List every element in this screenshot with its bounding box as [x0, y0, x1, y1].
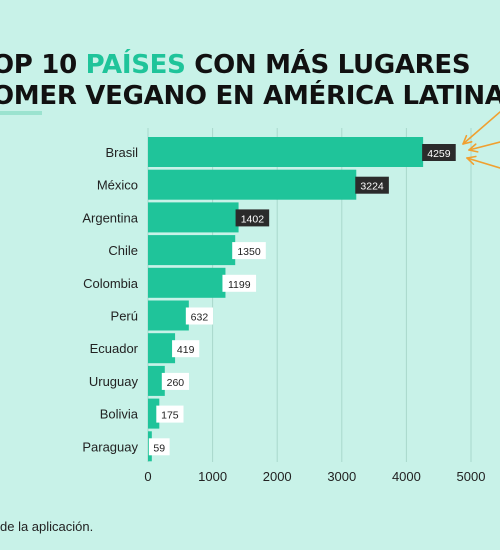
category-label: Argentina — [82, 210, 138, 225]
bar — [148, 365, 165, 396]
value-label: 632 — [191, 312, 209, 324]
category-label: Paraguay — [82, 439, 138, 454]
x-tick-label: 1000 — [198, 469, 227, 484]
category-label: Ecuador — [90, 341, 139, 356]
title-line1-end: CON MÁS LUGARES — [185, 50, 471, 80]
title-underline-accent — [0, 111, 42, 115]
bar — [148, 202, 239, 233]
value-label: 59 — [153, 442, 165, 454]
value-label-background — [422, 144, 456, 161]
category-label: Perú — [111, 309, 138, 324]
x-tick-label: 0 — [144, 469, 151, 484]
annotation-arrow — [468, 141, 500, 151]
category-label: Bolivia — [100, 407, 139, 422]
value-label: 4259 — [427, 148, 451, 160]
category-label: Brasil — [105, 145, 138, 160]
value-label: 260 — [167, 377, 185, 389]
x-tick-label: 4000 — [392, 469, 421, 484]
category-label: México — [97, 178, 138, 193]
bar — [148, 267, 226, 298]
annotation-arrow-head — [462, 134, 473, 145]
value-label: 419 — [177, 344, 195, 356]
category-label: Uruguay — [89, 374, 139, 389]
source-footnote: de la aplicación. — [0, 519, 94, 534]
value-label-background — [156, 405, 184, 423]
bar — [148, 300, 189, 331]
value-label: 1402 — [241, 213, 265, 225]
value-label-background — [161, 372, 189, 390]
annotation-arrow-head — [466, 155, 477, 165]
value-label: 1350 — [237, 246, 261, 258]
title-line2: OMER VEGANO EN AMÉRICA LATINA — [0, 81, 500, 111]
value-label-background — [355, 176, 389, 194]
value-label: 1199 — [228, 279, 251, 291]
category-label: Colombia — [83, 276, 139, 291]
value-label-background — [148, 438, 170, 456]
annotation-arrow — [462, 111, 500, 145]
value-label: 175 — [161, 410, 179, 422]
value-label-background — [232, 242, 266, 260]
title-line1: OP 10 PAÍSES CON MÁS LUGARES — [0, 50, 471, 80]
value-label: 3224 — [360, 181, 384, 193]
bar — [148, 333, 176, 364]
title-accent-word: PAÍSES — [85, 50, 186, 80]
category-label: Chile — [108, 243, 138, 258]
x-tick-label: 5000 — [457, 469, 486, 484]
chart-title: OP 10 PAÍSES CON MÁS LUGARES OMER VEGANO … — [0, 50, 500, 112]
bar — [148, 137, 424, 167]
bar — [148, 398, 160, 429]
bar — [148, 235, 236, 266]
bar — [148, 169, 357, 200]
annotation-arrow — [466, 157, 500, 169]
title-line1-start: OP 10 — [0, 50, 86, 80]
value-label-background — [235, 209, 270, 227]
x-tick-label: 3000 — [327, 469, 356, 484]
x-tick-label: 2000 — [263, 469, 292, 484]
value-label-background — [185, 307, 214, 325]
annotation-arrow-head — [468, 143, 479, 153]
value-label-background — [222, 274, 257, 292]
value-label-background — [172, 340, 200, 358]
